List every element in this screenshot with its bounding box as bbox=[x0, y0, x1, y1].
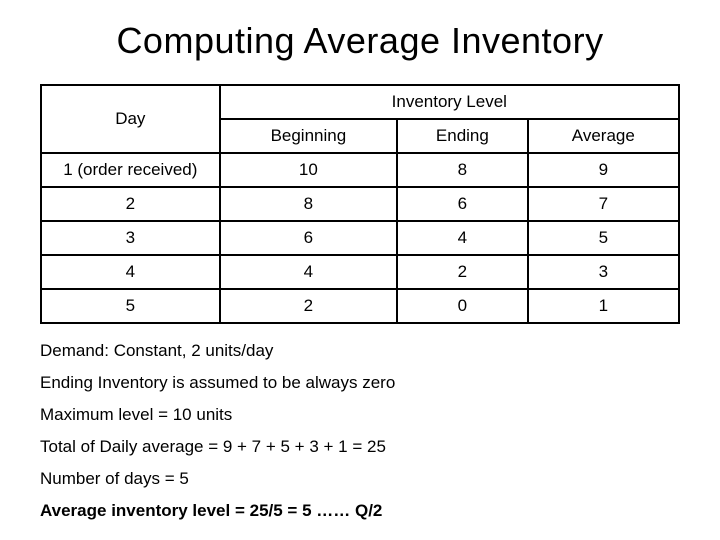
table-row: 4 4 2 3 bbox=[41, 255, 679, 289]
inventory-table: Day Inventory Level Beginning Ending Ave… bbox=[40, 84, 680, 324]
table-row: 3 6 4 5 bbox=[41, 221, 679, 255]
cell-ending: 4 bbox=[397, 221, 527, 255]
cell-beginning: 6 bbox=[220, 221, 398, 255]
cell-ending: 6 bbox=[397, 187, 527, 221]
note-maximum: Maximum level = 10 units bbox=[40, 406, 680, 423]
cell-day: 5 bbox=[41, 289, 220, 323]
table-row: 5 2 0 1 bbox=[41, 289, 679, 323]
cell-average: 7 bbox=[528, 187, 679, 221]
table-row: 2 8 6 7 bbox=[41, 187, 679, 221]
cell-day: 3 bbox=[41, 221, 220, 255]
cell-average: 1 bbox=[528, 289, 679, 323]
cell-beginning: 4 bbox=[220, 255, 398, 289]
cell-ending: 8 bbox=[397, 153, 527, 187]
header-inventory-level: Inventory Level bbox=[220, 85, 679, 119]
cell-beginning: 8 bbox=[220, 187, 398, 221]
cell-beginning: 2 bbox=[220, 289, 398, 323]
header-ending: Ending bbox=[397, 119, 527, 153]
note-total: Total of Daily average = 9 + 7 + 5 + 3 +… bbox=[40, 438, 680, 455]
cell-ending: 0 bbox=[397, 289, 527, 323]
note-demand: Demand: Constant, 2 units/day bbox=[40, 342, 680, 359]
cell-ending: 2 bbox=[397, 255, 527, 289]
cell-day: 2 bbox=[41, 187, 220, 221]
note-ending: Ending Inventory is assumed to be always… bbox=[40, 374, 680, 391]
cell-average: 3 bbox=[528, 255, 679, 289]
note-average: Average inventory level = 25/5 = 5 …… Q/… bbox=[40, 502, 680, 519]
notes-section: Demand: Constant, 2 units/day Ending Inv… bbox=[40, 342, 680, 519]
page-title: Computing Average Inventory bbox=[40, 20, 680, 62]
cell-average: 5 bbox=[528, 221, 679, 255]
header-average: Average bbox=[528, 119, 679, 153]
cell-average: 9 bbox=[528, 153, 679, 187]
header-beginning: Beginning bbox=[220, 119, 398, 153]
header-day: Day bbox=[41, 85, 220, 153]
table-row: 1 (order received) 10 8 9 bbox=[41, 153, 679, 187]
cell-day: 4 bbox=[41, 255, 220, 289]
cell-beginning: 10 bbox=[220, 153, 398, 187]
note-days: Number of days = 5 bbox=[40, 470, 680, 487]
cell-day: 1 (order received) bbox=[41, 153, 220, 187]
